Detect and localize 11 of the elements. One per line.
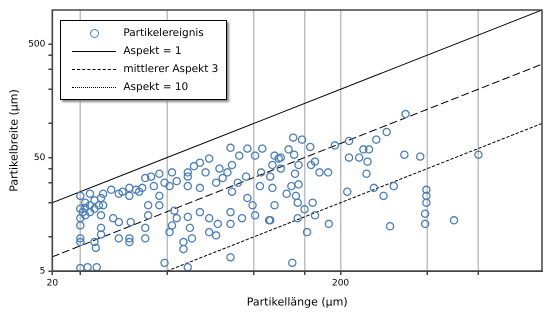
- y-axis-title: Partikelbreite (µm): [7, 89, 20, 192]
- legend-label: Partikelereignis: [123, 27, 204, 39]
- legend-label: Aspekt = 10: [123, 81, 188, 93]
- x-axis-title: Partikellänge (µm): [246, 295, 348, 308]
- x-tick-label: 20: [46, 278, 58, 289]
- x-tick-label: 200: [332, 278, 350, 289]
- legend-label: mittlerer Aspekt 3: [123, 63, 218, 75]
- legend-label: Aspekt = 1: [123, 45, 182, 57]
- y-tick-label: 50: [34, 152, 46, 163]
- y-tick-label: 5: [40, 266, 46, 276]
- y-tick-label: 500: [28, 39, 46, 50]
